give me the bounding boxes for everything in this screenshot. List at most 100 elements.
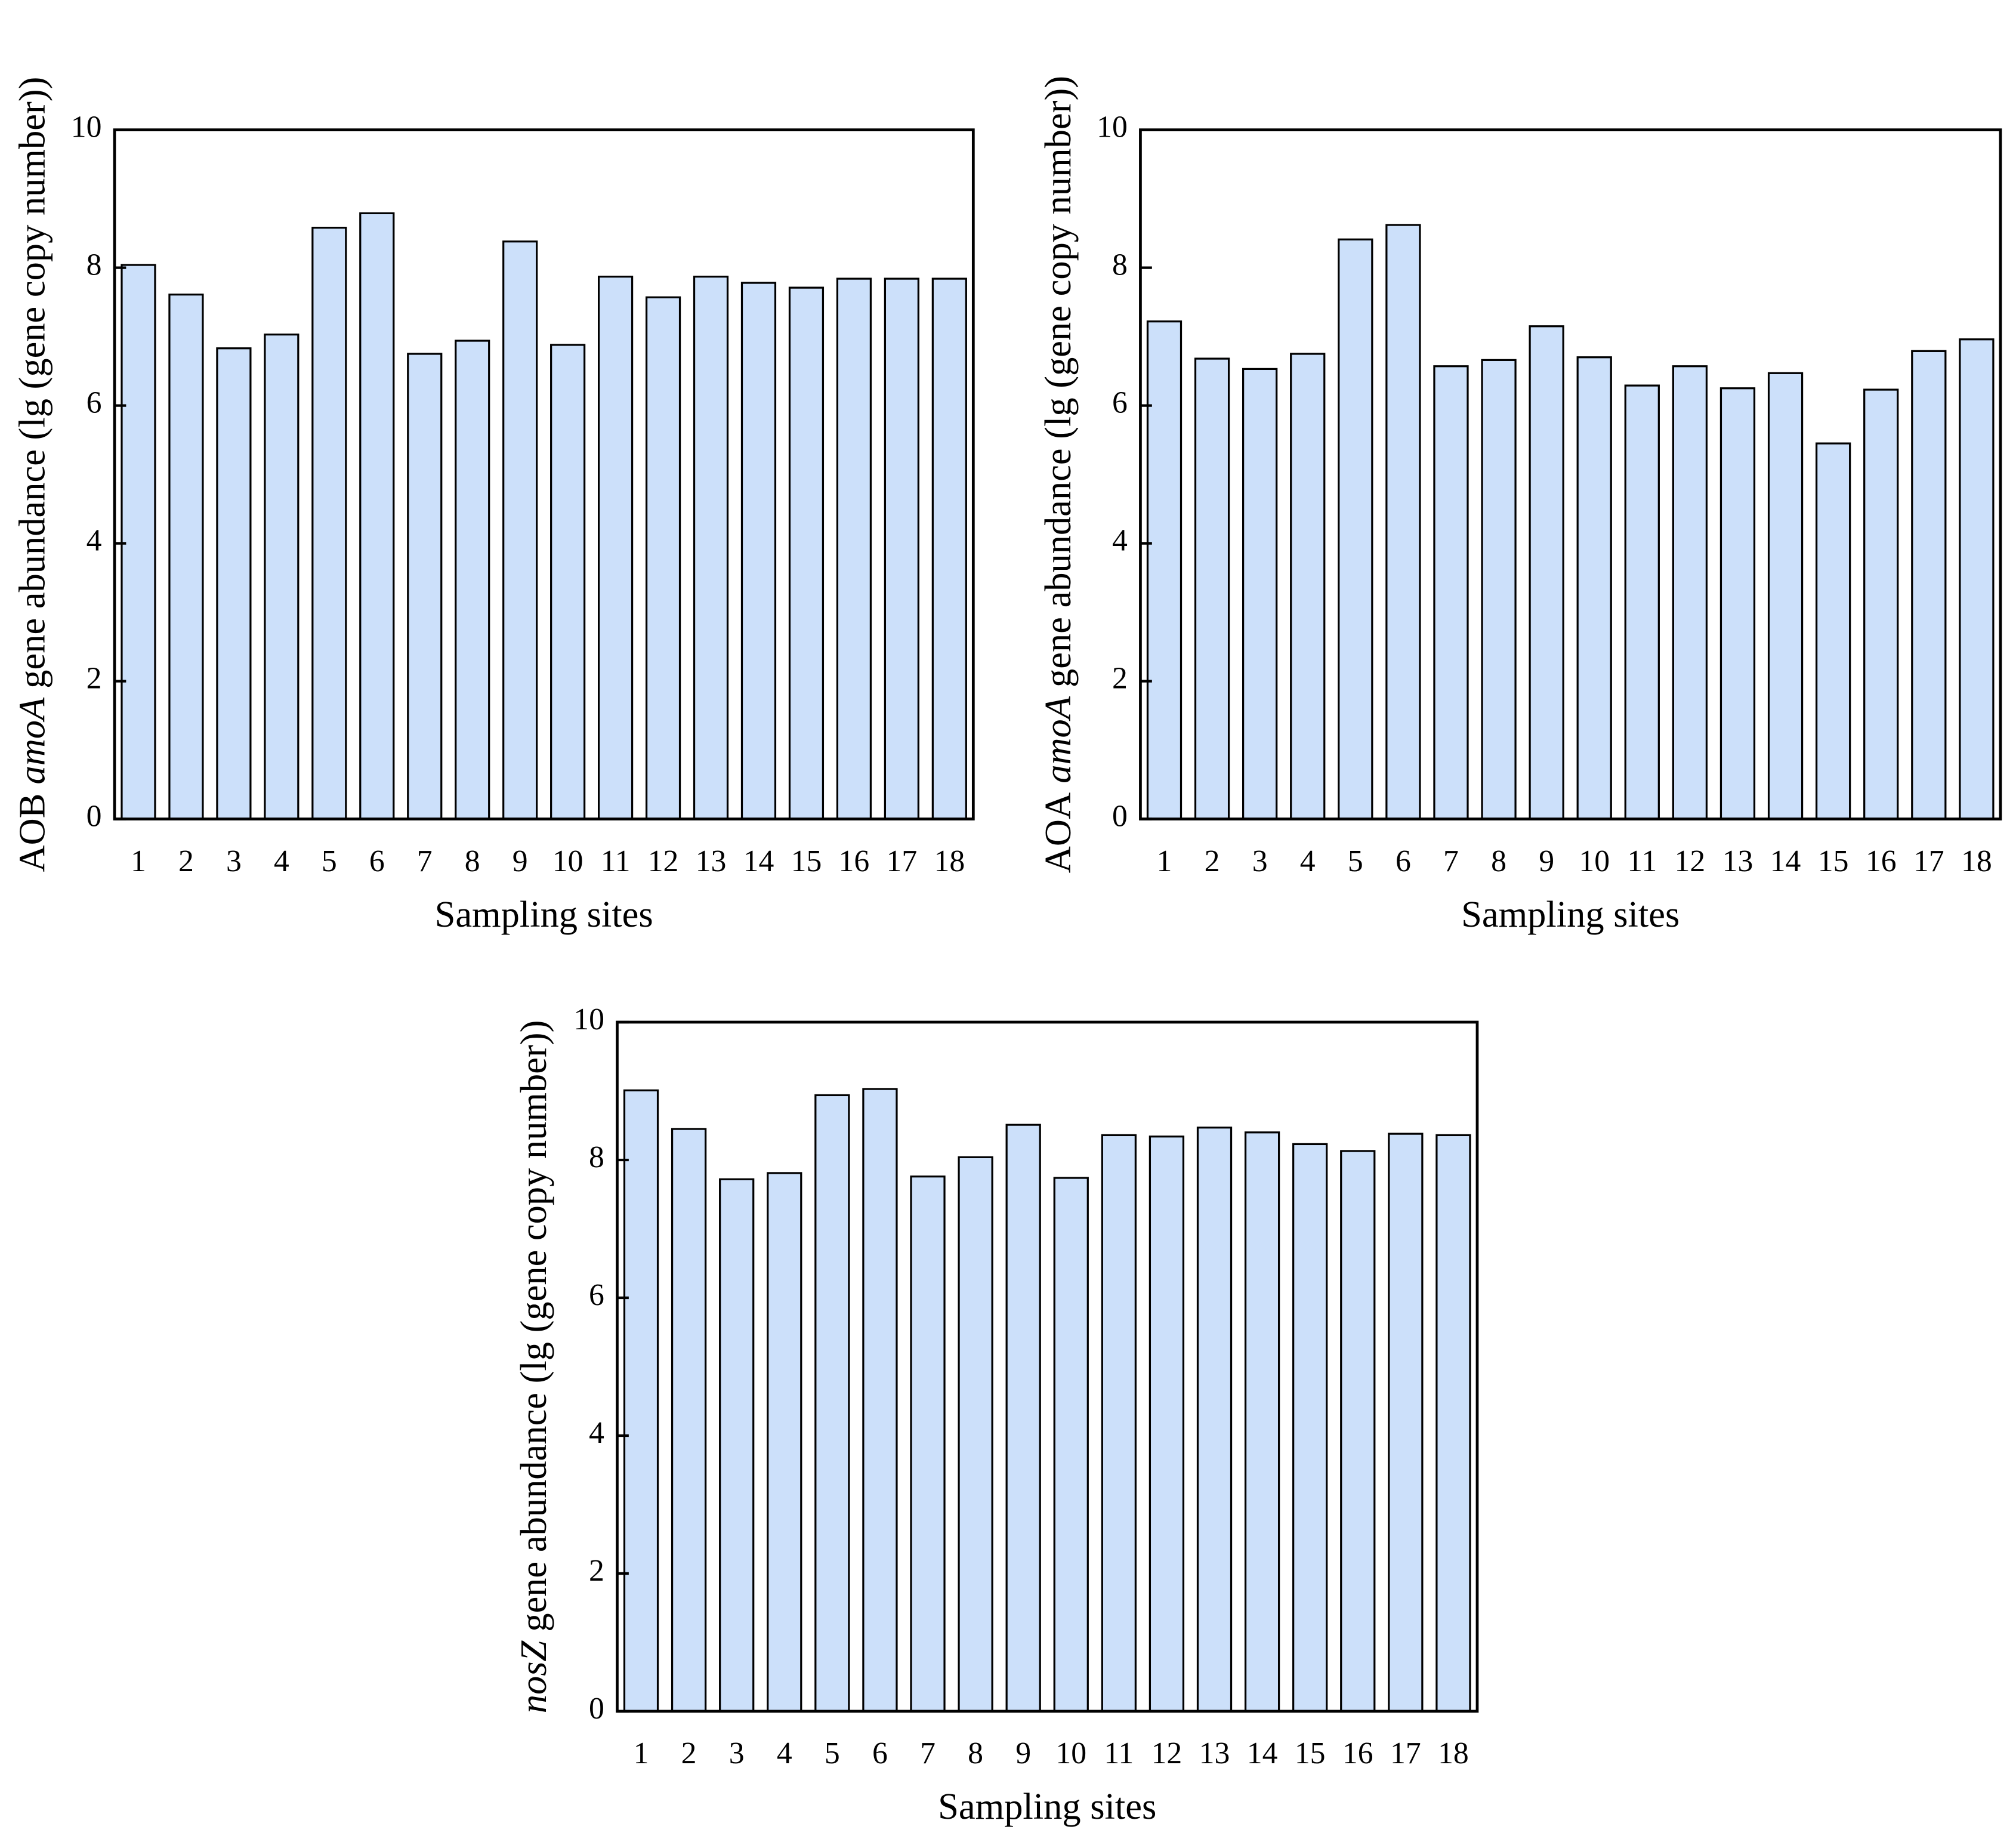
y-tick-label: 10: [71, 110, 102, 144]
chart: 1 2 3 4 5 6 7 8 9 10 11 12 13 14 15 16 17 180246810Sampli…: [513, 1002, 1479, 1827]
bar: [958, 1156, 993, 1713]
x-tick-label: 4: [1300, 844, 1316, 878]
bar: [1481, 359, 1517, 820]
bar: [121, 264, 156, 820]
x-tick-label: 7: [920, 1736, 936, 1770]
x-tick-label: 1: [1157, 844, 1172, 878]
bar: [1242, 368, 1278, 820]
bar: [645, 296, 681, 820]
x-tick-label: 12: [648, 844, 679, 878]
x-tick-label: 15: [1818, 844, 1849, 878]
x-tick-label: 18: [1438, 1736, 1469, 1770]
x-tick-label: 16: [1342, 1736, 1373, 1770]
y-tick-label: 4: [1112, 523, 1128, 557]
y-axis-label: AOA amoA gene abundance (lg (gene copy num…: [1037, 76, 1079, 873]
x-tick-label: 2: [1205, 844, 1220, 878]
y-axis-label-part: gene abundance (lg (gene copy number)): [1037, 76, 1079, 687]
chart: 1 2 3 4 5 6 7 8 9 10 11 12 13 14 15 16 17 180246810Sampli…: [1037, 76, 2002, 935]
bar: [862, 1088, 898, 1713]
bar: [1433, 365, 1469, 820]
plot-frame: [616, 1020, 1479, 1713]
x-tick-label: 18: [1961, 844, 1992, 878]
x-tick-label: 16: [1866, 844, 1897, 878]
x-axis-label: Sampling sites: [1461, 893, 1680, 935]
bar: [836, 277, 872, 820]
bar: [1719, 387, 1756, 820]
y-tick-label: 8: [589, 1140, 604, 1174]
x-tick-label: 18: [934, 844, 965, 878]
x-tick-label: 10: [552, 844, 584, 878]
x-tick-label: 1: [131, 844, 146, 878]
x-tick-label: 1: [634, 1736, 649, 1770]
y-tick-label: 10: [1097, 110, 1128, 144]
y-tick-label: 0: [87, 799, 102, 833]
bar: [359, 212, 395, 820]
x-tick-label: 14: [743, 844, 774, 878]
bar: [1863, 388, 1899, 820]
y-tick-label: 2: [1112, 661, 1128, 695]
y-tick-label: 6: [87, 385, 102, 419]
x-tick-label: 17: [1390, 1736, 1421, 1770]
bar: [1529, 325, 1564, 820]
y-axis-label-part: AOB: [11, 794, 53, 872]
bar: [1149, 1136, 1185, 1713]
bar: [1101, 1134, 1137, 1713]
bar: [1815, 442, 1851, 820]
chart: 1 2 3 4 5 6 7 8 9 10 11 12 13 14 15 16 17 180246810Sampli…: [11, 77, 975, 935]
bar: [455, 340, 490, 820]
bar: [1340, 1150, 1376, 1713]
bar: [931, 277, 967, 820]
bar: [1146, 320, 1183, 820]
x-tick-label: 7: [1443, 844, 1459, 878]
plot-frame: [113, 128, 975, 820]
x-tick-label: 16: [839, 844, 870, 878]
y-axis-label-part: gene abundance (lg (gene copy number)): [513, 1020, 554, 1632]
x-tick-label: 12: [1675, 844, 1706, 878]
y-tick-label: 4: [87, 523, 102, 557]
bar: [719, 1178, 755, 1713]
bar: [550, 344, 586, 820]
x-tick-label: 9: [1015, 1736, 1031, 1770]
plot-frame: [1139, 128, 2002, 820]
bar: [168, 294, 204, 820]
x-tick-label: 14: [1247, 1736, 1278, 1770]
y-tick-label: 2: [589, 1554, 604, 1588]
x-tick-label: 11: [601, 844, 631, 878]
x-tick-label: 11: [1627, 844, 1657, 878]
x-tick-label: 12: [1151, 1736, 1183, 1770]
x-tick-label: 17: [887, 844, 918, 878]
y-axis-label-part: AOA: [1037, 792, 1079, 873]
bar: [311, 227, 347, 820]
x-tick-label: 4: [274, 844, 289, 878]
bar: [502, 240, 538, 820]
bar: [788, 286, 825, 820]
bar: [216, 347, 252, 820]
x-tick-label: 8: [465, 844, 480, 878]
x-tick-label: 6: [1396, 844, 1411, 878]
bar: [1624, 384, 1660, 820]
bar: [1435, 1134, 1471, 1713]
bar: [1385, 224, 1421, 820]
x-tick-label: 13: [1722, 844, 1753, 878]
x-tick-label: 13: [696, 844, 727, 878]
bar: [693, 276, 729, 820]
bar: [740, 282, 777, 820]
x-tick-label: 3: [729, 1736, 745, 1770]
bar: [671, 1128, 707, 1713]
bar: [1194, 357, 1230, 820]
y-axis-label-part: amoA: [1037, 696, 1079, 783]
bar: [814, 1094, 850, 1713]
y-axis-label: AOB amoA gene abundance (lg (gene copy num…: [11, 77, 53, 872]
y-tick-label: 10: [573, 1002, 604, 1036]
x-tick-label: 15: [1295, 1736, 1326, 1770]
bar: [623, 1089, 659, 1713]
y-tick-label: 6: [589, 1278, 604, 1312]
x-tick-label: 17: [1913, 844, 1944, 878]
x-tick-label: 10: [1579, 844, 1610, 878]
y-tick-label: 8: [87, 248, 102, 282]
bar: [910, 1176, 946, 1713]
bar: [884, 277, 919, 820]
x-tick-label: 10: [1055, 1736, 1086, 1770]
